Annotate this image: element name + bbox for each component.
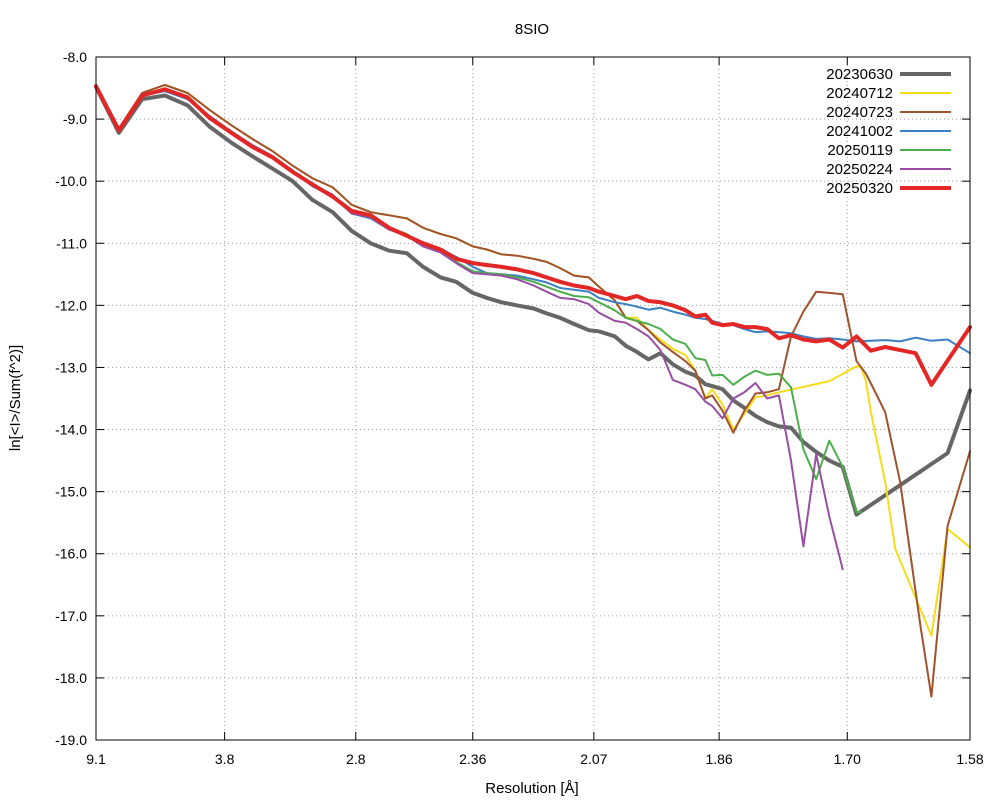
y-tick-label: -9.0 xyxy=(63,111,87,127)
y-tick-label: -11.0 xyxy=(56,235,87,251)
series-line-20250224 xyxy=(95,84,844,571)
y-tick-label: -15.0 xyxy=(55,484,87,500)
x-tick-label: 3.8 xyxy=(215,751,235,767)
chart-title: 8SIO xyxy=(515,21,549,38)
legend-label: 20250119 xyxy=(827,142,893,159)
y-tick-label: -17.0 xyxy=(55,608,87,624)
x-axis-label: Resolution [Å] xyxy=(485,780,578,797)
legend-label: 20240723 xyxy=(826,104,893,121)
x-tick-label: 2.07 xyxy=(580,751,607,767)
y-axis-label: ln[<I>/Sum(f^2)] xyxy=(7,345,24,451)
x-tick-label: 2.36 xyxy=(459,751,486,767)
plot-frame xyxy=(95,56,971,741)
legend-label: 20250224 xyxy=(826,161,893,178)
y-tick-label: -18.0 xyxy=(55,670,87,686)
series-lines xyxy=(94,83,972,698)
legend-label: 20250320 xyxy=(826,180,893,197)
x-tick-label: 9.1 xyxy=(86,751,106,767)
y-tick-label: -12.0 xyxy=(55,297,87,313)
x-tick-label: 2.8 xyxy=(346,751,366,767)
axis-ticks: -8.0 -9.0 -10.0 -11.0 -12.0 -13.0 -14.0 -15.0 -1… xyxy=(55,49,984,767)
legend-label: 20230630 xyxy=(826,66,893,83)
grid xyxy=(95,57,971,740)
y-tick-label: -16.0 xyxy=(55,546,87,562)
legend-label: 20240712 xyxy=(826,85,893,102)
y-tick-label: -14.0 xyxy=(55,422,87,438)
y-tick-label: -13.0 xyxy=(55,359,87,375)
y-tick-label: -19.0 xyxy=(55,732,87,748)
series-line-20240723 xyxy=(95,83,971,698)
x-tick-label: 1.86 xyxy=(705,751,732,767)
x-tick-label: 1.70 xyxy=(834,751,861,767)
y-tick-label: -10.0 xyxy=(55,173,87,189)
legend-label: 20241002 xyxy=(826,123,893,140)
series-line-20250119 xyxy=(95,84,863,514)
x-tick-label: 1.58 xyxy=(956,751,983,767)
y-tick-label: -8.0 xyxy=(63,49,87,65)
legend: 20230630 20240712 20240723 20241002 20250119… xyxy=(826,66,951,197)
series-line-20250320 xyxy=(94,84,972,387)
series-line-20230630 xyxy=(94,84,972,517)
